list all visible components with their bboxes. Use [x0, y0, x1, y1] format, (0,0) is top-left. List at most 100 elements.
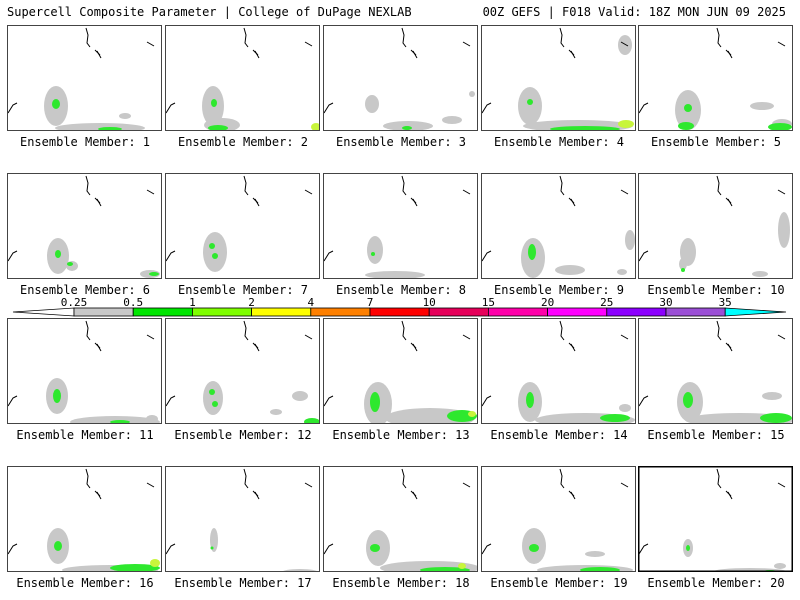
coastline	[620, 482, 629, 488]
scp-area-low	[365, 271, 425, 279]
coastline	[96, 198, 102, 207]
scp-area-high	[681, 268, 685, 272]
scp-area-low	[774, 563, 786, 569]
coastline	[401, 175, 407, 196]
coastline	[165, 395, 176, 407]
member-caption: Ensemble Member: 7	[177, 283, 309, 297]
run-info: 00Z GEFS | F018 Valid: 18Z MON JUN 09 20…	[482, 5, 786, 19]
member-caption: Ensemble Member: 13	[332, 428, 470, 442]
coastline	[304, 334, 313, 340]
scp-area-high	[52, 99, 60, 109]
coastline	[716, 320, 722, 341]
scp-area-high	[458, 563, 466, 569]
coastline	[716, 468, 722, 489]
coastline	[7, 250, 18, 262]
scp-area-high	[468, 411, 476, 417]
map-svg	[323, 173, 478, 279]
panel-frame	[481, 318, 636, 424]
coastline	[254, 343, 260, 352]
coastline	[7, 395, 18, 407]
scp-area-high	[683, 392, 693, 408]
scp-area-low	[210, 528, 218, 552]
coastline	[165, 543, 176, 555]
scp-area-high	[768, 123, 792, 131]
colorbar-segment	[191, 307, 252, 317]
coastline	[777, 41, 786, 47]
coastline	[777, 334, 786, 340]
scp-area-high	[209, 389, 215, 395]
coastline	[96, 343, 102, 352]
map-panel	[7, 318, 162, 424]
colorbar-label: 25	[600, 296, 613, 309]
colorbar-segment	[724, 307, 787, 317]
coastline	[638, 395, 649, 407]
scp-area-high	[212, 253, 218, 259]
map-svg	[638, 25, 793, 131]
coastline	[412, 50, 418, 59]
map-panel	[7, 466, 162, 572]
scp-area-low	[618, 35, 632, 55]
colorbar-segment	[547, 307, 608, 317]
colorbar-label: 2	[248, 296, 255, 309]
coastline	[638, 250, 649, 262]
map-panel	[7, 25, 162, 131]
panel-frame	[323, 466, 478, 572]
scp-area-low	[367, 236, 383, 264]
map-svg	[165, 25, 320, 131]
colorbar-label: 30	[659, 296, 672, 309]
coastline	[620, 334, 629, 340]
coastline	[243, 468, 249, 489]
colorbar-label: 0.25	[61, 296, 88, 309]
colorbar-label: 1	[189, 296, 196, 309]
scp-area-high	[420, 567, 470, 572]
coastline	[323, 543, 334, 555]
member-caption: Ensemble Member: 17	[174, 576, 312, 590]
member-caption: Ensemble Member: 1	[19, 135, 151, 149]
colorbar-label: 15	[482, 296, 495, 309]
coastline	[165, 250, 176, 262]
scp-area-low	[146, 415, 158, 423]
member-caption: Ensemble Member: 16	[16, 576, 154, 590]
scp-area-low	[270, 409, 282, 415]
scp-area-high	[370, 544, 380, 552]
coastline	[462, 334, 471, 340]
scp-area-high	[402, 126, 412, 130]
map-panel	[481, 173, 636, 279]
coastline	[559, 320, 565, 341]
map-svg	[165, 318, 320, 424]
scp-area-low	[55, 123, 145, 131]
coastline	[401, 468, 407, 489]
coastline	[777, 482, 786, 488]
member-caption: Ensemble Member: 9	[493, 283, 625, 297]
colorbar-label: 4	[307, 296, 314, 309]
coastline	[570, 198, 576, 207]
coastline	[481, 395, 492, 407]
map-panel	[165, 173, 320, 279]
panel-frame	[323, 25, 478, 131]
scp-area-high	[54, 541, 62, 551]
scp-area-low	[555, 265, 585, 275]
colorbar-segment	[369, 307, 430, 317]
scp-area-high	[210, 546, 214, 550]
coastline	[481, 250, 492, 262]
member-caption: Ensemble Member: 8	[335, 283, 467, 297]
panel-frame	[323, 173, 478, 279]
member-caption: Ensemble Member: 15	[647, 428, 785, 442]
map-panel	[638, 466, 793, 572]
scp-area-high	[600, 414, 630, 422]
scp-area-high	[371, 252, 375, 256]
member-caption: Ensemble Member: 3	[335, 135, 467, 149]
panel-frame	[638, 25, 793, 131]
panel-frame	[165, 25, 320, 131]
scp-area-low	[617, 269, 627, 275]
map-panel	[7, 173, 162, 279]
panel-frame	[638, 173, 793, 279]
map-svg	[638, 318, 793, 424]
coastline	[243, 175, 249, 196]
colorbar-segment	[428, 307, 489, 317]
coastline	[462, 189, 471, 195]
map-svg	[165, 466, 320, 572]
map-panel	[638, 318, 793, 424]
scp-area-low	[585, 551, 605, 557]
map-svg	[638, 466, 793, 572]
